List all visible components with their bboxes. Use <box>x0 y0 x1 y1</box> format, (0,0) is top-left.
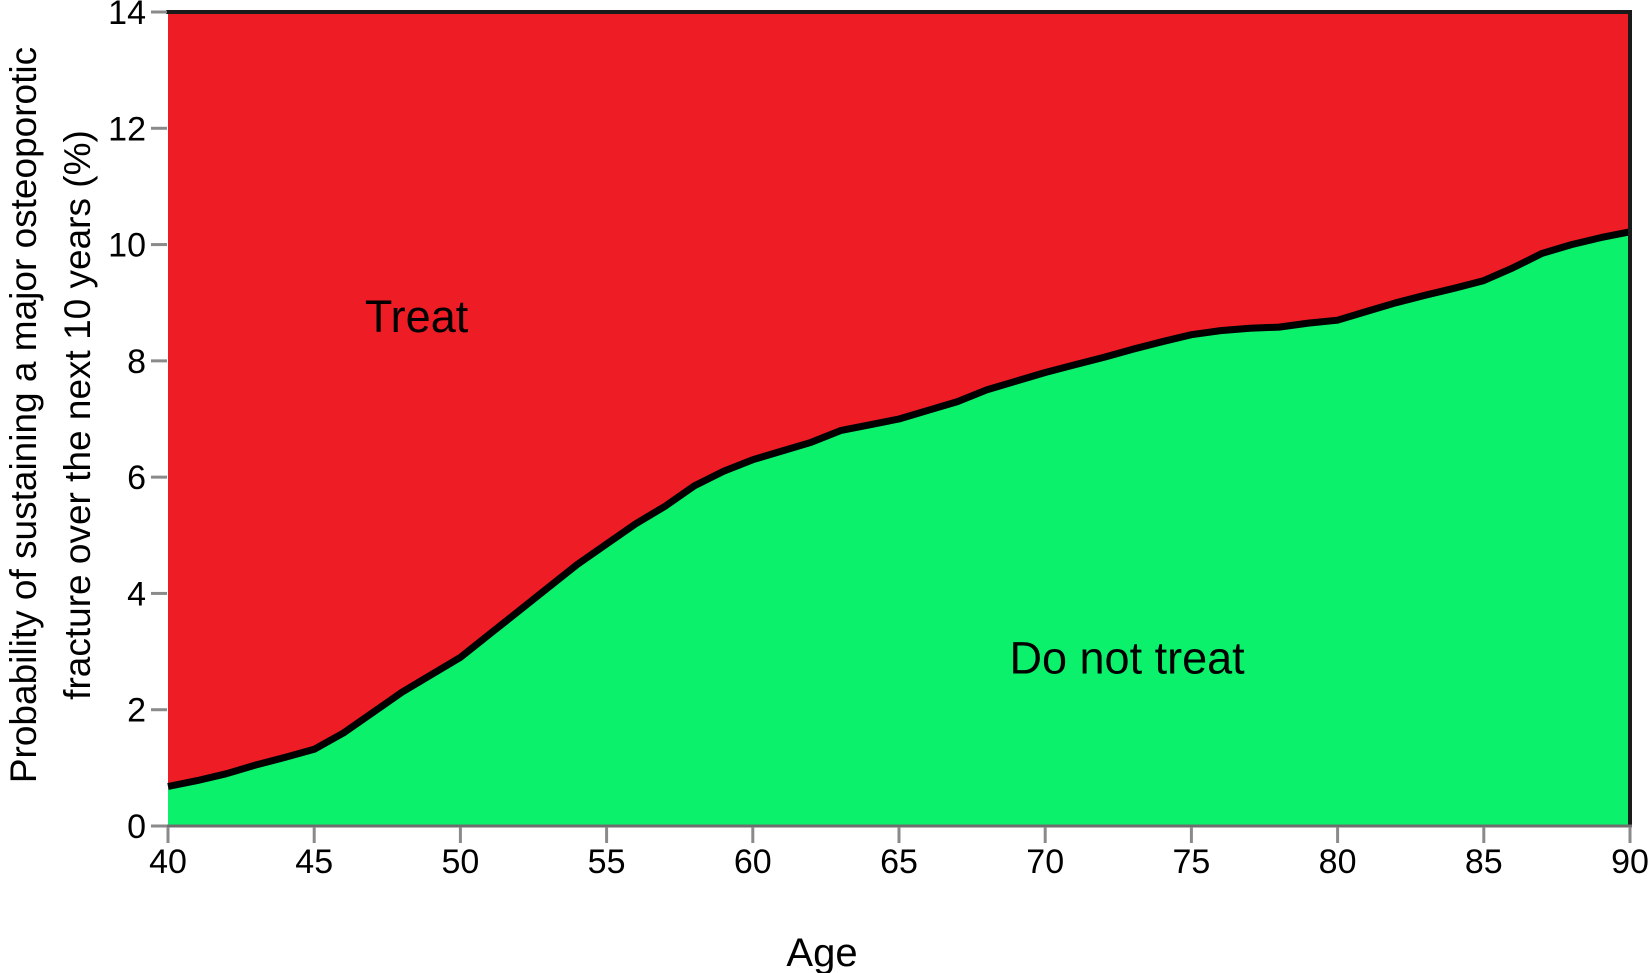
y-axis-title-line1: Probability of sustaining a major osteop… <box>3 47 44 783</box>
y-tick-label: 0 <box>127 808 146 846</box>
y-tick-label: 10 <box>108 227 146 265</box>
y-tick-label: 2 <box>127 692 146 730</box>
y-tick-label: 4 <box>127 575 146 613</box>
y-axis-ticks: 0 2 4 6 8 10 12 14 <box>108 0 167 846</box>
threshold-curve <box>167 228 1631 790</box>
do-not-treat-region-label: Do not treat <box>1010 633 1246 684</box>
y-tick-label: 12 <box>108 110 146 148</box>
x-tick-label: 85 <box>1465 843 1503 881</box>
x-axis-ticks: 40 45 50 55 60 65 70 75 80 85 90 <box>149 827 1648 881</box>
x-tick-label: 60 <box>734 843 772 881</box>
y-axis-title-line2: fracture over the next 10 years (%) <box>57 130 98 700</box>
x-tick-label: 90 <box>1611 843 1648 881</box>
x-tick-label: 65 <box>880 843 918 881</box>
x-tick-label: 70 <box>1026 843 1064 881</box>
y-tick-label: 14 <box>108 0 146 32</box>
y-tick-label: 8 <box>127 343 146 381</box>
y-tick-label: 6 <box>127 459 146 497</box>
treat-region-label: Treat <box>365 291 469 342</box>
x-tick-label: 75 <box>1172 843 1210 881</box>
do-not-treat-region <box>168 231 1630 827</box>
x-tick-label: 45 <box>295 843 333 881</box>
x-tick-label: 80 <box>1319 843 1357 881</box>
x-tick-label: 55 <box>588 843 626 881</box>
x-tick-label: 50 <box>441 843 479 881</box>
x-tick-label: 40 <box>149 843 187 881</box>
x-axis-title: Age <box>786 931 857 973</box>
